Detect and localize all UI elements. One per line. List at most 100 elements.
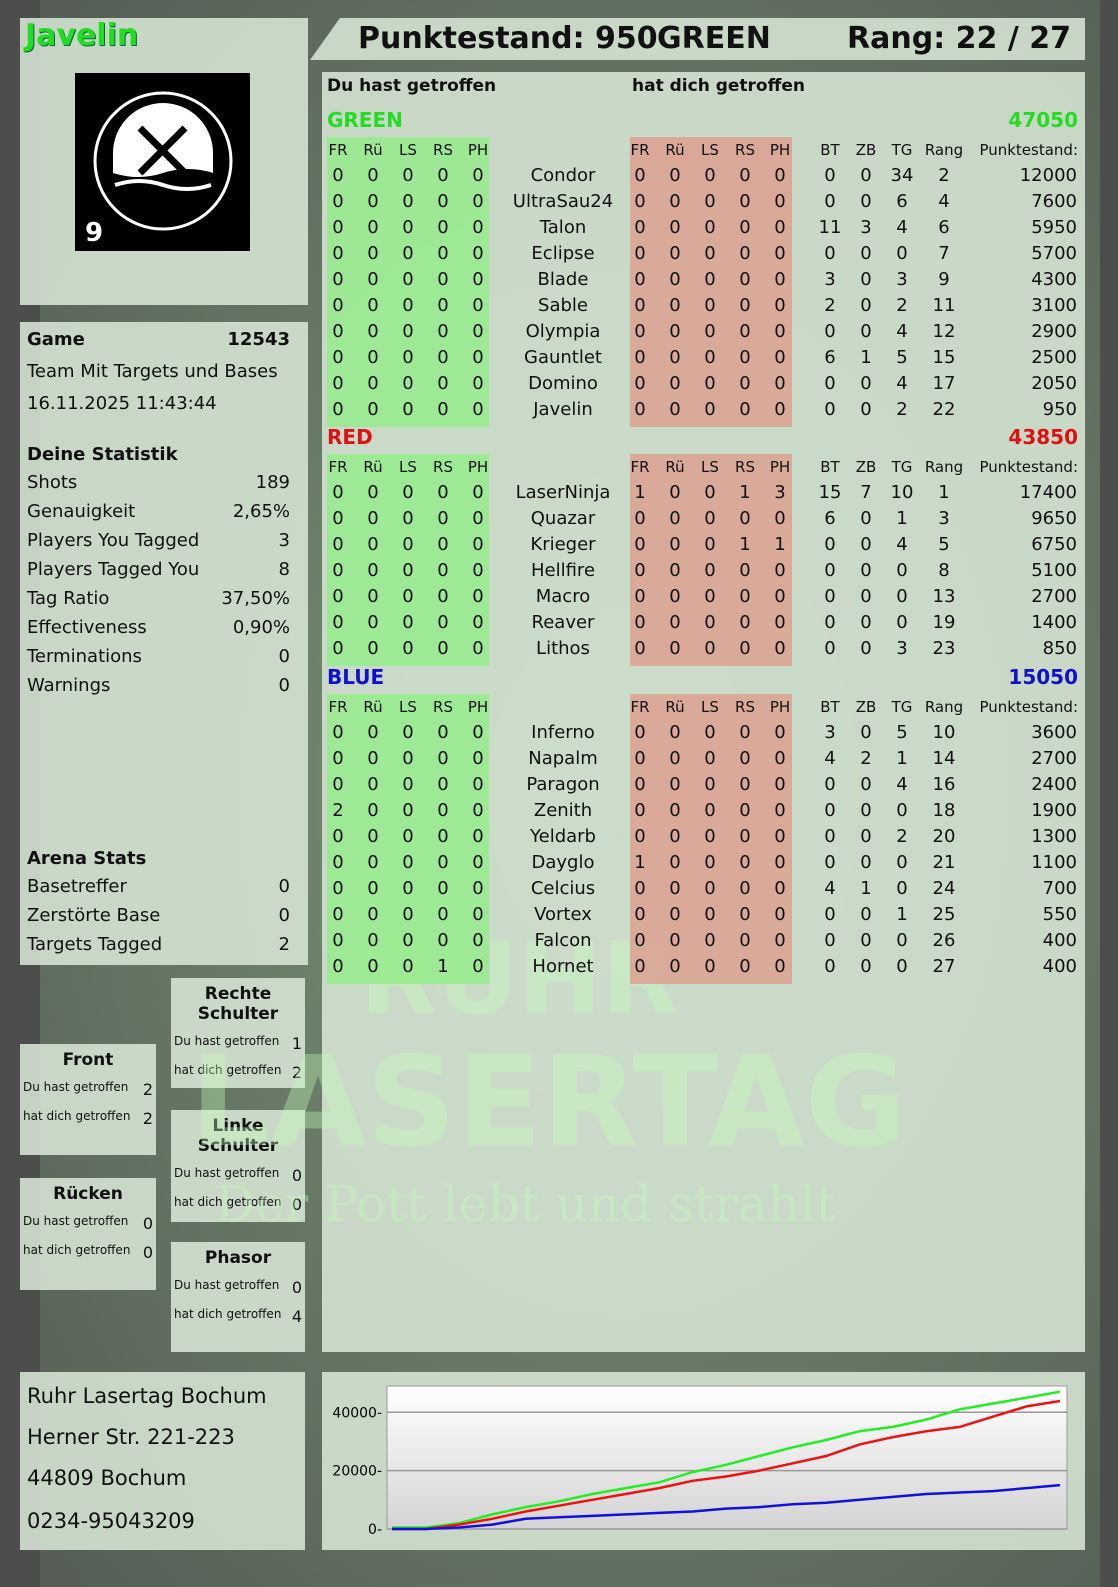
player-row[interactable]: 0 0 0 0 0 Lithos 0 0 0 0 0 0 0 3 23 850 — [0, 636, 1118, 662]
player-row[interactable]: 0 0 0 0 0 Condor 0 0 0 0 0 0 0 34 2 12000 — [0, 163, 1118, 189]
stat-cell: 0 — [824, 852, 836, 873]
hit-you-cell: 0 — [669, 956, 681, 977]
stat-cell: 25 — [932, 904, 956, 925]
column-header: RS — [433, 698, 453, 716]
stat-value: 189 — [255, 472, 290, 493]
stat-cell: 10 — [890, 482, 914, 503]
stat-label: Shots — [27, 472, 78, 493]
player-score-cell: 9650 — [1031, 508, 1077, 529]
player-row[interactable]: 0 0 0 0 0 Paragon 0 0 0 0 0 0 0 4 16 2400 — [0, 772, 1118, 798]
you-hit-cell: 0 — [472, 826, 484, 847]
you-hit-cell: 0 — [367, 878, 379, 899]
hit-you-cell: 0 — [774, 774, 786, 795]
you-hit-cell: 0 — [402, 852, 414, 873]
stat-row: Players You Tagged 3 — [27, 528, 290, 554]
stat-cell: 22 — [932, 399, 956, 420]
player-row[interactable]: 0 0 0 0 0 Quazar 0 0 0 0 0 6 0 1 3 9650 — [0, 506, 1118, 532]
player-row[interactable]: 0 0 0 0 0 UltraSau24 0 0 0 0 0 0 0 6 4 7600 — [0, 189, 1118, 215]
stat-cell: 0 — [824, 373, 836, 394]
zone-row-label: Du hast getroffen — [174, 1166, 280, 1180]
player-score-cell: 1900 — [1031, 800, 1077, 821]
you-hit-cell: 0 — [472, 295, 484, 316]
hit-you-cell: 0 — [704, 560, 716, 581]
player-rank: Rang: 22 / 27 — [847, 21, 1071, 56]
team-name: BLUE — [327, 665, 385, 689]
watermark-lasertag: LASERTAG — [190, 1030, 908, 1175]
player-score-cell: 1400 — [1031, 612, 1077, 633]
score-chart: 0- 20000- 40000- — [332, 1385, 1068, 1538]
player-row[interactable]: 0 0 0 0 0 Vortex 0 0 0 0 0 0 0 1 25 550 — [0, 902, 1118, 928]
player-row[interactable]: 0 0 0 0 0 Blade 0 0 0 0 0 3 0 3 9 4300 — [0, 267, 1118, 293]
you-hit-cell: 0 — [402, 722, 414, 743]
hit-you-cell: 0 — [634, 586, 646, 607]
hit-you-cell: 0 — [634, 217, 646, 238]
you-hit-cell: 0 — [402, 191, 414, 212]
player-name-cell: Hornet — [532, 956, 594, 977]
you-hit-cell: 0 — [472, 852, 484, 873]
you-hit-cell: 0 — [472, 748, 484, 769]
player-row[interactable]: 0 0 0 0 0 Olympia 0 0 0 0 0 0 0 4 12 2900 — [0, 319, 1118, 345]
stat-cell: 0 — [860, 722, 872, 743]
zone-row: hat dich getroffen 0 — [20, 1243, 156, 1262]
player-row[interactable]: 0 0 0 0 0 Hellfire 0 0 0 0 0 0 0 0 8 5100 — [0, 558, 1118, 584]
you-hit-cell: 0 — [367, 243, 379, 264]
player-row[interactable]: 0 0 0 0 0 Macro 0 0 0 0 0 0 0 0 13 2700 — [0, 584, 1118, 610]
hit-you-cell: 0 — [739, 586, 751, 607]
player-row[interactable]: 0 0 0 1 0 Hornet 0 0 0 0 0 0 0 0 27 400 — [0, 954, 1118, 980]
player-name-cell: Falcon — [534, 930, 592, 951]
player-row[interactable]: 0 0 0 0 0 Celcius 0 0 0 0 0 4 1 0 24 700 — [0, 876, 1118, 902]
game-datetime: 16.11.2025 11:43:44 — [27, 391, 290, 417]
player-row[interactable]: 0 0 0 0 0 LaserNinja 1 0 0 1 3 15 7 10 1 17400 — [0, 480, 1118, 506]
player-row[interactable]: 0 0 0 0 0 Yeldarb 0 0 0 0 0 0 0 2 20 1300 — [0, 824, 1118, 850]
player-row[interactable]: 0 0 0 0 0 Falcon 0 0 0 0 0 0 0 0 26 400 — [0, 928, 1118, 954]
column-header: TG — [891, 458, 913, 476]
you-hit-cell: 0 — [332, 191, 344, 212]
player-row[interactable]: 2 0 0 0 0 Zenith 0 0 0 0 0 0 0 0 18 1900 — [0, 798, 1118, 824]
you-hit-cell: 0 — [332, 826, 344, 847]
player-row[interactable]: 0 0 0 0 0 Sable 0 0 0 0 0 2 0 2 11 3100 — [0, 293, 1118, 319]
player-row[interactable]: 0 0 0 0 0 Gauntlet 0 0 0 0 0 6 1 5 15 2500 — [0, 345, 1118, 371]
player-row[interactable]: 0 0 0 0 0 Javelin 0 0 0 0 0 0 0 2 22 950 — [0, 397, 1118, 423]
player-row[interactable]: 0 0 0 0 0 Inferno 0 0 0 0 0 3 0 5 10 3600 — [0, 720, 1118, 746]
stat-cell: 0 — [896, 956, 908, 977]
you-hit-cell: 0 — [437, 800, 449, 821]
hit-you-cell: 0 — [774, 904, 786, 925]
player-row[interactable]: 0 0 0 0 0 Krieger 0 0 0 1 1 0 0 4 5 6750 — [0, 532, 1118, 558]
you-hit-cell: 0 — [472, 191, 484, 212]
you-hit-cell: 0 — [402, 612, 414, 633]
stat-cell: 0 — [824, 774, 836, 795]
player-score-cell: 1100 — [1031, 852, 1077, 873]
hit-you-cell: 0 — [634, 722, 646, 743]
stat-cell: 13 — [932, 586, 956, 607]
hit-you-cell: 0 — [634, 191, 646, 212]
stat-cell: 4 — [896, 774, 908, 795]
player-row[interactable]: 0 0 0 0 0 Domino 0 0 0 0 0 0 0 4 17 2050 — [0, 371, 1118, 397]
hit-you-cell: 0 — [669, 534, 681, 555]
stat-cell: 17 — [932, 373, 956, 394]
stat-cell: 0 — [824, 904, 836, 925]
zone-row: Du hast getroffen 2 — [20, 1080, 156, 1099]
stat-label: Players Tagged You — [27, 559, 200, 580]
you-hit-cell: 0 — [367, 930, 379, 951]
stats-title-text: Deine Statistik — [27, 444, 178, 465]
hit-you-cell: 0 — [704, 347, 716, 368]
game-label: Game — [27, 329, 85, 350]
player-score-cell: 400 — [1042, 956, 1077, 977]
y-tick-label: 0- — [368, 1522, 382, 1538]
you-hit-cell: 0 — [402, 217, 414, 238]
hit-you-cell: 0 — [739, 878, 751, 899]
stat-cell: 21 — [932, 852, 956, 873]
you-hit-cell: 0 — [437, 638, 449, 659]
player-row[interactable]: 0 0 0 0 0 Eclipse 0 0 0 0 0 0 0 0 7 5700 — [0, 241, 1118, 267]
player-row[interactable]: 0 0 0 0 0 Reaver 0 0 0 0 0 0 0 0 19 1400 — [0, 610, 1118, 636]
hit-you-cell: 0 — [739, 904, 751, 925]
hit-you-cell: 0 — [669, 399, 681, 420]
player-row[interactable]: 0 0 0 0 0 Napalm 0 0 0 0 0 4 2 1 14 2700 — [0, 746, 1118, 772]
stat-cell: 15 — [932, 347, 956, 368]
you-hit-cell: 0 — [437, 399, 449, 420]
player-row[interactable]: 0 0 0 0 0 Dayglo 1 0 0 0 0 0 0 0 21 1100 — [0, 850, 1118, 876]
player-row[interactable]: 0 0 0 0 0 Talon 0 0 0 0 0 11 3 4 6 5950 — [0, 215, 1118, 241]
you-hit-cell: 0 — [402, 534, 414, 555]
stat-cell: 5 — [938, 534, 950, 555]
player-name-cell: Macro — [535, 586, 591, 607]
